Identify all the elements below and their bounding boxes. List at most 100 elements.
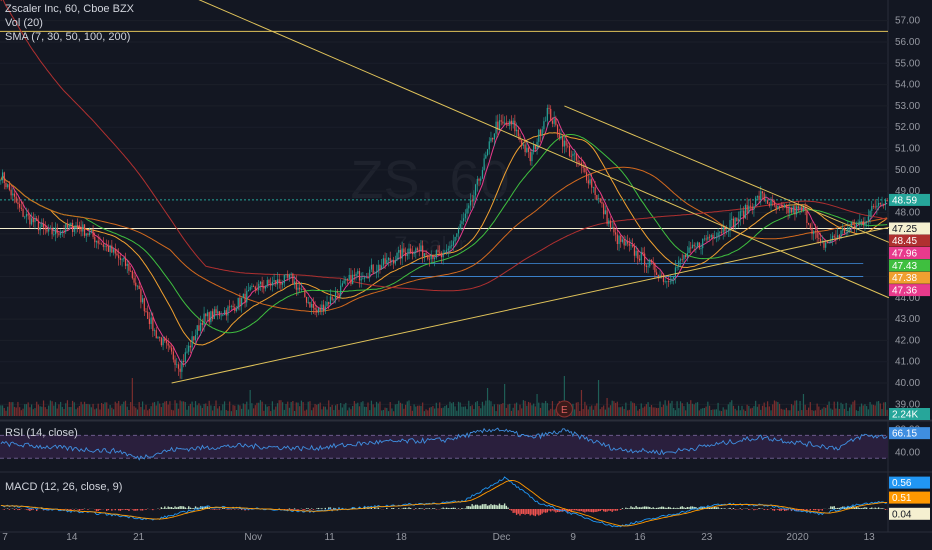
candle-body <box>89 232 91 235</box>
volume-bar <box>644 406 646 416</box>
volume-bar <box>174 400 176 416</box>
volume-bar <box>49 400 51 416</box>
candle-body <box>855 223 858 228</box>
macd-histogram-bar <box>664 507 666 509</box>
volume-bar <box>82 404 84 416</box>
volume-bar <box>575 402 577 416</box>
candle-body <box>377 264 379 272</box>
candle-body <box>871 205 873 211</box>
price-tag-2: 48.45 <box>889 234 930 247</box>
macd-histogram-bar <box>732 508 735 509</box>
volume-bar <box>398 400 400 416</box>
volume-bar <box>374 407 376 416</box>
volume-bar <box>181 401 183 416</box>
volume-bar <box>360 402 362 416</box>
volume-bar <box>760 409 762 416</box>
volume-bar <box>22 408 24 416</box>
price-tag-4-bg <box>889 259 930 272</box>
macd-histogram-bar <box>324 507 326 509</box>
candle-body <box>242 293 244 298</box>
price-tag-5: 47.38 <box>889 271 930 284</box>
candle-body <box>164 338 166 342</box>
volume-bar <box>519 404 521 416</box>
candle-body <box>338 293 340 296</box>
volume-bar <box>162 402 164 416</box>
candle-body <box>553 118 555 124</box>
macd-histogram-bar <box>452 507 455 509</box>
candle-body <box>326 301 328 307</box>
macd-histogram-bar <box>136 509 139 511</box>
macd-histogram-bar <box>616 509 619 511</box>
macd-histogram-bar <box>587 509 589 512</box>
macd-histogram-bar <box>118 509 120 511</box>
candle-body <box>784 204 786 208</box>
rsi-tag: 66.15 <box>889 427 930 440</box>
macd-histogram-bar <box>611 509 613 512</box>
macd-histogram-bar <box>18 509 21 510</box>
candle-body <box>403 248 405 253</box>
macd-histogram-bar <box>855 506 858 509</box>
candle-body <box>152 317 154 331</box>
volume-bar <box>710 409 712 416</box>
volume-bar <box>32 409 34 416</box>
candle-body <box>42 223 45 228</box>
volume-tag: 2.24K <box>889 408 930 421</box>
volume-tag-bg <box>889 408 930 420</box>
trendline-0 <box>198 0 890 299</box>
macd-histogram-bar <box>876 508 878 509</box>
candle-body <box>358 271 361 281</box>
candle-body <box>360 278 362 281</box>
volume-bar <box>589 406 591 416</box>
volume-bar <box>615 402 617 416</box>
volume-bar <box>690 400 692 416</box>
candle-body <box>696 242 699 247</box>
candle-body <box>840 230 842 238</box>
candle-body <box>171 347 173 352</box>
candle-body <box>526 147 528 153</box>
volume-bar <box>305 409 308 416</box>
macd-histogram-bar <box>813 509 815 511</box>
candle-body <box>287 274 289 278</box>
candle-body <box>736 217 738 222</box>
candle-body <box>514 120 516 132</box>
macd-histogram-bar <box>188 506 190 509</box>
macd-histogram-bar <box>570 509 572 513</box>
y-tick-1: 56.00 <box>895 37 920 48</box>
macd-histogram-bar <box>423 509 426 510</box>
price-tag-1: 47.25 <box>889 222 930 235</box>
symbol-title: Zscaler Inc, 60, Cboe BZX <box>5 3 134 15</box>
volume-bar <box>391 408 393 416</box>
volume-bar <box>790 404 793 416</box>
volume-bar <box>39 406 41 416</box>
volume-bar <box>845 402 847 416</box>
macd-histogram-bar <box>32 509 34 510</box>
candle-body <box>691 244 694 249</box>
candle-body <box>843 228 846 234</box>
candle-body <box>717 232 719 237</box>
candle-body <box>802 206 805 211</box>
candle-body <box>872 205 875 207</box>
y-tick-17: 40.00 <box>895 378 920 389</box>
macd-histogram-bar <box>391 508 393 509</box>
macd-signal-tag: 0.51 <box>889 491 930 504</box>
volume-bar <box>659 401 661 416</box>
candle-body <box>229 306 231 308</box>
candle-body <box>83 224 86 236</box>
candle-body <box>568 146 571 156</box>
candle-body <box>90 230 92 233</box>
candle-body <box>278 279 280 283</box>
macd-histogram-bar <box>633 507 636 509</box>
candle-body <box>492 137 494 140</box>
macd-histogram-bar <box>848 507 851 509</box>
volume-bar <box>307 401 309 416</box>
macd-histogram-bar <box>194 506 197 509</box>
price-tag-4: 47.43 <box>889 259 930 272</box>
volume-bar <box>193 407 195 416</box>
candle-body <box>546 107 548 121</box>
volume-bar <box>782 409 784 416</box>
volume-bar <box>469 406 472 416</box>
candle-body <box>801 206 803 211</box>
macd-histogram-bar <box>695 507 697 509</box>
candle-body <box>838 235 840 238</box>
